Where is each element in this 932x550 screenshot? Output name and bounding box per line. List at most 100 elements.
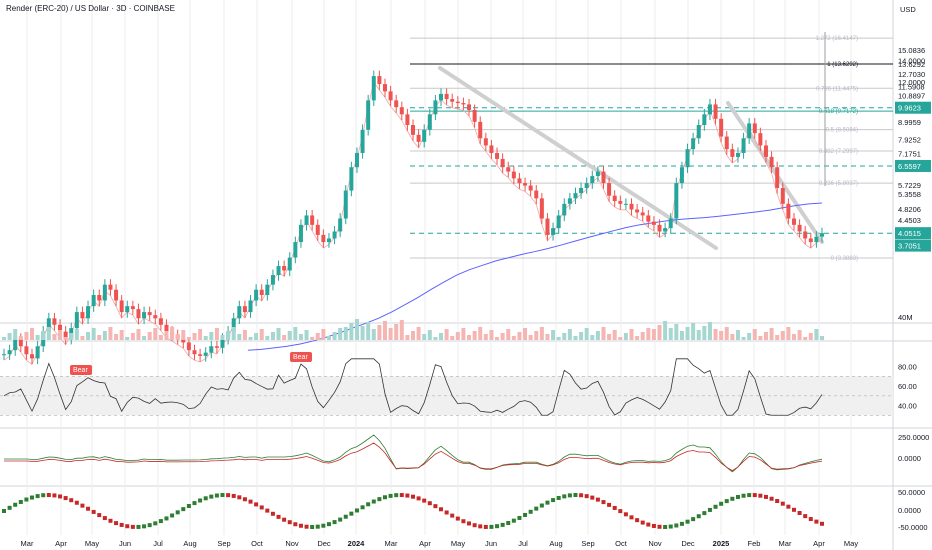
candle-body xyxy=(657,224,662,232)
candle-body xyxy=(747,123,752,139)
oscillator-signal-line xyxy=(4,442,823,472)
bear-badge xyxy=(290,352,312,362)
momentum-mark xyxy=(584,494,589,499)
volume-bar xyxy=(377,325,382,340)
volume-bar xyxy=(679,331,684,340)
momentum-mark xyxy=(814,519,819,524)
momentum-mark xyxy=(102,516,107,521)
momentum-mark xyxy=(74,500,79,505)
time-axis-label: May xyxy=(451,539,465,548)
volume-bar xyxy=(657,325,662,340)
volume-bar xyxy=(298,334,303,340)
momentum-mark xyxy=(91,509,96,514)
momentum-mark xyxy=(377,497,382,502)
momentum-mark xyxy=(394,493,399,498)
candle-body xyxy=(136,309,141,319)
momentum-mark xyxy=(562,494,567,499)
volume-bar xyxy=(282,335,287,340)
time-axis-label: Sep xyxy=(581,539,594,548)
candle-body xyxy=(433,100,438,115)
momentum-mark xyxy=(551,498,556,503)
momentum-mark xyxy=(13,502,18,507)
volume-bar xyxy=(567,329,572,340)
time-axis-label: Oct xyxy=(615,539,628,548)
fib-level-label: 0.236 (5.8037) xyxy=(819,181,858,187)
candle-body xyxy=(371,76,376,101)
momentum-mark xyxy=(298,523,303,528)
price-axis-label: 7.1751 xyxy=(898,149,921,158)
candle-body xyxy=(573,193,578,199)
candle-body xyxy=(685,149,690,168)
volume-bar xyxy=(741,337,746,340)
volume-bar xyxy=(691,323,696,340)
time-axis-label: Sep xyxy=(217,539,230,548)
volume-bar xyxy=(360,326,365,340)
candle-body xyxy=(551,228,556,235)
volume-bar xyxy=(203,336,208,340)
price-tag-bg xyxy=(895,101,931,114)
momentum-mark xyxy=(719,501,724,506)
momentum-mark xyxy=(635,518,640,523)
candle-body xyxy=(265,284,270,295)
time-axis-label: Nov xyxy=(285,539,299,548)
bear-badge-label: Bear xyxy=(73,367,88,374)
momentum-mark xyxy=(495,524,500,529)
momentum-mark xyxy=(483,524,488,529)
fib-level-label: 0.5 (8.5084) xyxy=(826,128,858,134)
volume-bar xyxy=(702,326,707,340)
time-axis-label: Dec xyxy=(317,539,331,548)
volume-bar xyxy=(265,336,270,340)
momentum-mark xyxy=(791,507,796,512)
momentum-mark xyxy=(422,498,427,503)
rsi-axis-label: 80.00 xyxy=(898,363,917,372)
candle-body xyxy=(2,354,6,356)
candle-body xyxy=(35,346,40,359)
candle-body xyxy=(741,138,746,153)
volume-bar xyxy=(175,334,180,340)
candle-body xyxy=(366,100,371,130)
volume-bar xyxy=(41,331,46,340)
volume-bar xyxy=(551,330,556,340)
volume-bar xyxy=(556,337,561,340)
volume-bar xyxy=(545,334,550,340)
candle-body xyxy=(791,218,796,225)
volume-bar xyxy=(528,335,533,340)
volume-bar xyxy=(506,329,511,340)
fibonacci-levels: 1.272 (16.4147) 1 (13.6292) 0.786 (11.4475… xyxy=(410,36,893,262)
time-axis-label: 2024 xyxy=(348,539,366,548)
price-axis-label: 12.0000 xyxy=(898,78,925,87)
candle-body xyxy=(489,145,494,153)
candle-body xyxy=(472,109,477,122)
candle-body xyxy=(46,318,51,332)
time-axis-label: Aug xyxy=(549,539,562,548)
volume-bar xyxy=(803,337,808,340)
candle-body xyxy=(119,300,124,313)
volume-bar xyxy=(786,327,791,340)
time-axis-label: 2025 xyxy=(713,539,730,548)
volume-bar xyxy=(394,324,399,340)
volume-bar xyxy=(730,334,735,340)
momentum-mark xyxy=(775,499,780,504)
volume-panel: 40M xyxy=(2,313,913,340)
volume-bar xyxy=(310,337,315,340)
volume-bar xyxy=(450,336,455,340)
candle-body xyxy=(607,183,612,196)
momentum-mark xyxy=(478,524,483,529)
momentum-mark xyxy=(114,521,119,526)
trend-lines xyxy=(438,32,826,250)
volume-bar xyxy=(209,332,214,340)
volume-bar xyxy=(601,327,606,340)
momentum-mark xyxy=(433,504,438,509)
candle-body xyxy=(562,203,567,216)
price-tag-label: 3.7051 xyxy=(898,242,921,251)
volume-bar xyxy=(814,329,819,340)
volume-bar xyxy=(455,332,460,340)
candle-body xyxy=(411,125,415,135)
candle-body xyxy=(354,152,359,168)
volume-bar xyxy=(763,332,768,340)
candle-body xyxy=(511,171,516,179)
momentum-mark xyxy=(590,495,595,500)
candle-body xyxy=(30,354,35,359)
volume-bar xyxy=(696,330,701,340)
